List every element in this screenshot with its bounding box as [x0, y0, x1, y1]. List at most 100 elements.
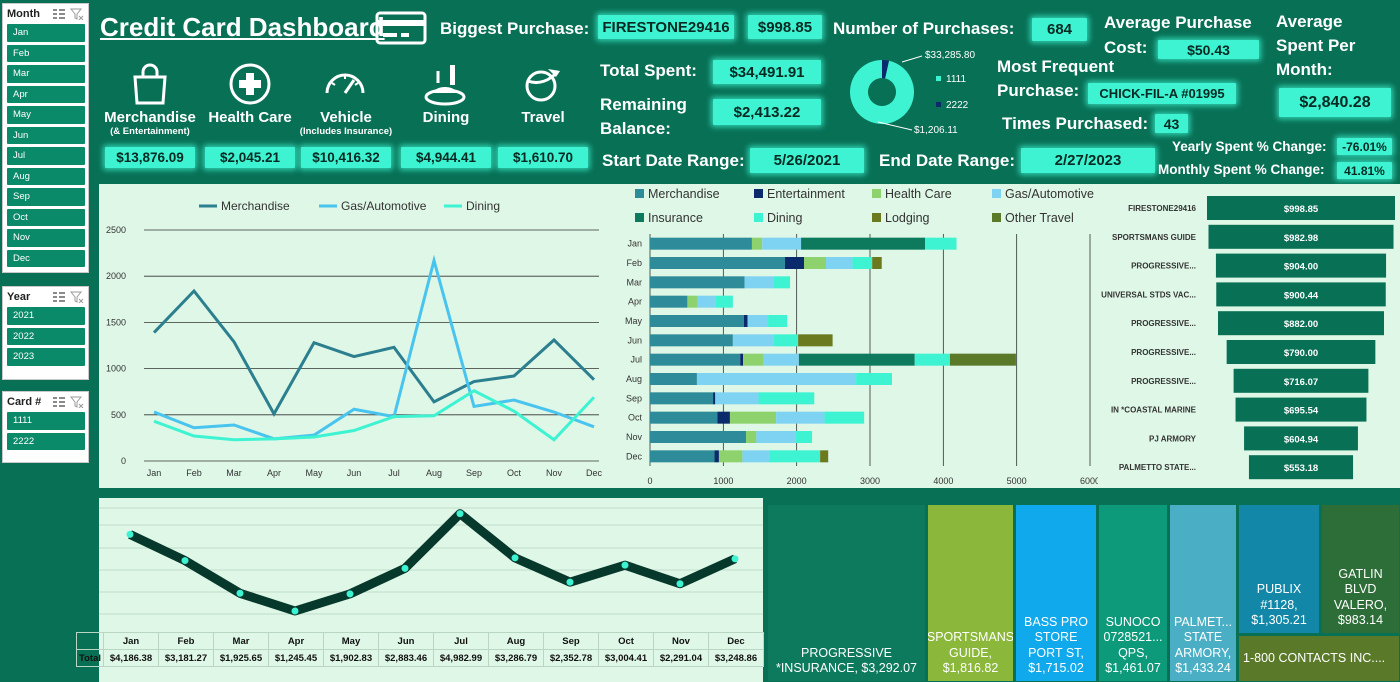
funnel-value-label: $998.85	[1284, 204, 1319, 215]
x-tick-label: 5000	[1007, 476, 1027, 486]
y-tick-label: Mar	[627, 277, 643, 287]
legend-swatch	[635, 189, 644, 198]
y-tick-label: 2000	[106, 271, 126, 281]
card-slicer: Card # 1111 2222	[2, 391, 89, 463]
month-total: $3,181.27	[158, 649, 214, 667]
legend-label: 2222	[946, 100, 969, 111]
bar-segment	[744, 276, 774, 289]
slicer-item-month-sep[interactable]: Sep	[7, 188, 85, 206]
donut-label: $1,206.11	[914, 125, 958, 136]
bar-segment	[773, 334, 799, 347]
slicer-item-month-jun[interactable]: Jun	[7, 126, 85, 144]
most-frequent-label: Most Frequent	[997, 57, 1115, 76]
treemap-tile: BASS PRO STORE PORT ST, $1,715.02	[1016, 505, 1096, 681]
remaining-label: Remaining	[600, 95, 687, 114]
clear-filter-icon[interactable]	[70, 8, 84, 20]
slicer-item-month-mar[interactable]: Mar	[7, 65, 85, 83]
month-total: $3,248.86	[708, 649, 764, 667]
slicer-item-year-2021[interactable]: 2021	[7, 307, 85, 325]
treemap-tile: PROGRESSIVE *INSURANCE, $3,292.07	[768, 505, 925, 681]
y-tick-label: 1000	[106, 364, 126, 374]
slicer-item-month-oct[interactable]: Oct	[7, 208, 85, 226]
bar-segment	[650, 315, 744, 327]
avg-month-label-2: Spent Per	[1276, 36, 1356, 55]
month-header: Sep	[543, 632, 599, 650]
yearly-change-label: Yearly Spent % Change:	[1172, 139, 1327, 154]
y-tick-label: 2500	[106, 225, 126, 235]
legend-swatch	[992, 213, 1001, 222]
slicer-item-card-1111[interactable]: 1111	[7, 412, 85, 430]
y-tick-label: May	[625, 316, 643, 326]
slicer-item-month-apr[interactable]: Apr	[7, 85, 85, 103]
clear-filter-icon[interactable]	[70, 291, 84, 303]
x-tick-label: Dec	[586, 468, 603, 478]
slicer-item-month-feb[interactable]: Feb	[7, 44, 85, 62]
bar-segment	[804, 257, 826, 269]
clear-filter-icon[interactable]	[70, 396, 84, 408]
bar-segment	[824, 411, 865, 424]
bar-segment	[856, 373, 892, 385]
end-date-value: 2/27/2023	[1021, 148, 1155, 173]
bar-segment	[713, 392, 716, 405]
bar-segment	[718, 450, 743, 463]
funnel-bar	[1216, 282, 1386, 307]
start-date-value: 5/26/2021	[750, 148, 864, 173]
donut-label: $33,285.80	[925, 50, 975, 61]
total-point	[621, 561, 629, 569]
funnel-bar	[1233, 368, 1369, 393]
bar-segment	[746, 431, 757, 443]
funnel-value-label: $553.18	[1284, 463, 1318, 474]
slicer-item-month-nov[interactable]: Nov	[7, 229, 85, 247]
leader-line	[877, 121, 913, 131]
bar-segment	[820, 450, 829, 463]
slicer-item-year-2022[interactable]: 2022	[7, 327, 85, 345]
category-label: Vehicle	[320, 109, 372, 126]
total-point	[291, 607, 299, 615]
legend-swatch	[754, 189, 763, 198]
legend-label: Health Care	[885, 187, 952, 201]
multi-select-icon[interactable]	[52, 291, 66, 303]
totals-header-row: Jan Feb Mar Apr May Jun Jul Aug Sep Oct Nov Dec	[76, 632, 764, 650]
slicer-item-month-jan[interactable]: Jan	[7, 24, 85, 42]
x-tick-label: Apr	[267, 468, 281, 478]
bar-segment	[798, 353, 915, 366]
multi-select-icon[interactable]	[52, 396, 66, 408]
legend-label: Merchandise	[221, 199, 290, 213]
treemap-tile: 1-800 CONTACTS INC....	[1239, 636, 1399, 681]
total-point	[126, 530, 134, 538]
x-tick-label: 2000	[787, 476, 807, 486]
bar-segment	[758, 392, 815, 405]
month-slicer-items: Jan Feb Mar Apr May Jun Jul Aug Sep Oct Nov Dec	[3, 24, 88, 267]
slicer-item-month-may[interactable]: May	[7, 106, 85, 124]
slicer-item-month-dec[interactable]: Dec	[7, 249, 85, 267]
month-total: $4,982.99	[433, 649, 489, 667]
slicer-item-card-2222[interactable]: 2222	[7, 432, 85, 450]
bar-segment	[717, 411, 730, 424]
y-tick-label: Jul	[630, 355, 642, 365]
bar-segment	[715, 392, 759, 405]
bar-segment	[714, 450, 719, 463]
slicer-item-year-2023[interactable]: 2023	[7, 348, 85, 366]
category-value: $4,944.41	[401, 147, 491, 168]
slicer-item-month-jul[interactable]: Jul	[7, 147, 85, 165]
biggest-purchase-name: FIRESTONE29416	[598, 15, 734, 39]
bar-segment	[768, 315, 788, 327]
treemap-tile: SPORTSMANS GUIDE, $1,816.82	[928, 505, 1013, 681]
bar-segment	[872, 257, 882, 269]
series-line-gas-automotive	[153, 254, 595, 441]
end-date-label: End Date Range:	[879, 151, 1016, 170]
bar-segment	[650, 276, 745, 289]
multi-select-icon[interactable]	[52, 8, 66, 20]
category-value: $10,416.32	[301, 147, 391, 168]
month-total: $2,883.46	[378, 649, 434, 667]
month-header: Oct	[598, 632, 654, 650]
total-point	[181, 557, 189, 565]
category-value: $13,876.09	[105, 147, 195, 168]
x-tick-label: Aug	[426, 468, 442, 478]
card-slicer-items: 1111 2222	[3, 412, 88, 450]
month-header: Mar	[213, 632, 269, 650]
month-total: $4,186.38	[103, 649, 159, 667]
slicer-item-month-aug[interactable]: Aug	[7, 167, 85, 185]
bar-segment	[650, 431, 747, 443]
bar-segment	[756, 431, 796, 443]
